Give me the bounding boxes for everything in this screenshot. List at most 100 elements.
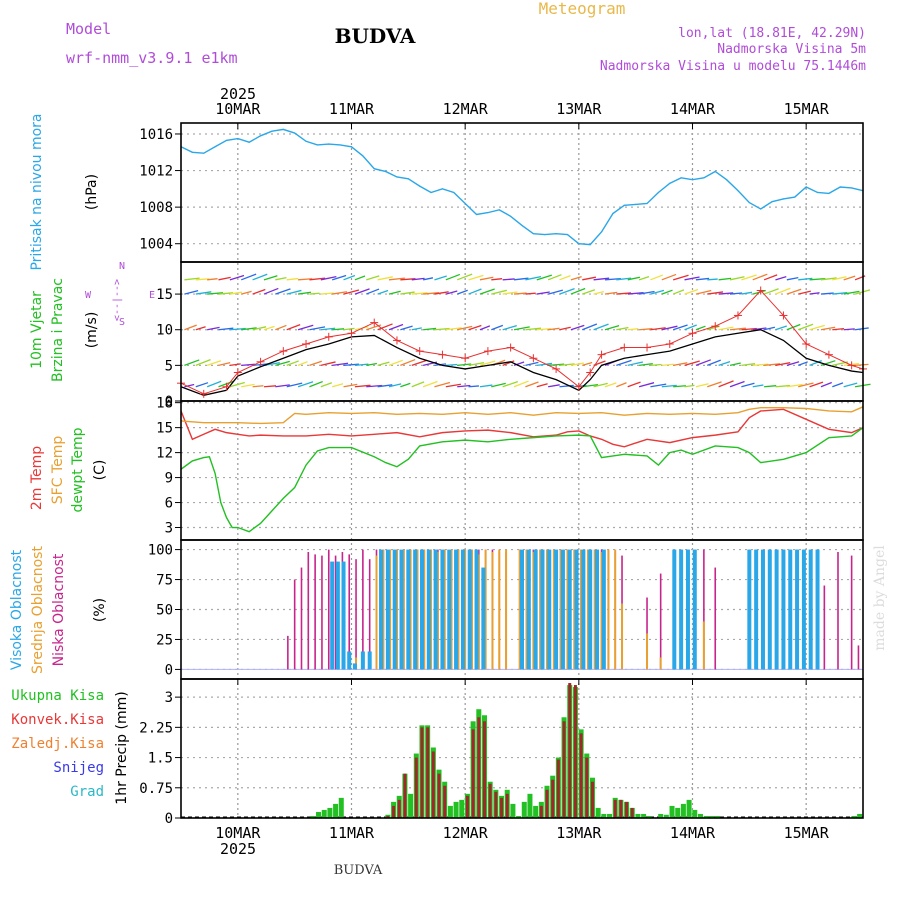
precip-total-bar bbox=[669, 805, 675, 818]
wind-arrow bbox=[695, 289, 712, 295]
wind-arrow bbox=[832, 327, 845, 331]
temp-axis-label-sfc: SFC Temp bbox=[50, 436, 66, 505]
wind-arrow bbox=[354, 275, 366, 281]
wind-arrow bbox=[479, 276, 494, 281]
pressure-point bbox=[657, 191, 660, 194]
wind-arrow bbox=[286, 289, 302, 295]
wind-arrow bbox=[513, 380, 529, 388]
pressure-point bbox=[191, 151, 193, 153]
day-label-top: 11MAR bbox=[329, 100, 375, 118]
wind-arrow bbox=[297, 361, 308, 366]
wind-arrow bbox=[797, 361, 808, 366]
cloud-bar-visoka bbox=[692, 549, 697, 670]
pressure-point bbox=[578, 243, 580, 245]
cloud-bar-srednja bbox=[430, 549, 433, 670]
y-tick-label: 75 bbox=[156, 573, 173, 589]
day-label-bottom: 14MAR bbox=[670, 824, 716, 842]
wind-arrow bbox=[456, 273, 473, 281]
cloud-bar-srednja bbox=[559, 549, 562, 670]
cloud-bar-srednja bbox=[614, 549, 617, 670]
wind-arrow bbox=[570, 287, 586, 295]
wind-arrow bbox=[809, 360, 822, 366]
wind-arrow bbox=[809, 277, 826, 281]
pressure-point bbox=[521, 224, 523, 227]
wind-arrow bbox=[593, 277, 610, 281]
wind-arrow bbox=[366, 288, 380, 295]
pressure-point bbox=[259, 135, 262, 137]
wind-arrow bbox=[252, 288, 266, 295]
cloud-bar-niska bbox=[823, 585, 826, 670]
pressure-point bbox=[441, 188, 444, 190]
wind-arrow bbox=[434, 381, 451, 388]
cloud-bar-srednja bbox=[525, 549, 528, 670]
cloud-bar-niska bbox=[362, 549, 364, 670]
y-tick-label: 0.75 bbox=[139, 781, 173, 797]
cloud-axis-unit: (%) bbox=[92, 598, 108, 622]
pressure-point bbox=[453, 191, 455, 194]
wind-arrow bbox=[627, 381, 641, 388]
temp-axis-label-dewpt: dewpt Temp bbox=[70, 427, 86, 512]
pressure-axis-unit: (hPa) bbox=[84, 174, 100, 210]
wind-arrow bbox=[718, 277, 732, 281]
wind-arrow bbox=[741, 327, 757, 331]
y-tick-label: 1016 bbox=[139, 127, 173, 143]
precip-conv-bar bbox=[420, 727, 424, 818]
y-tick-label: 12 bbox=[156, 446, 173, 462]
wind-arrow bbox=[786, 288, 802, 295]
wind-arrow bbox=[218, 327, 234, 331]
temp-2m-line bbox=[180, 408, 864, 448]
pressure-point bbox=[771, 201, 773, 203]
wind-arrow bbox=[627, 292, 644, 295]
wind-gust-line bbox=[180, 289, 864, 395]
precip-total-bar bbox=[310, 815, 316, 818]
wind-arrow bbox=[672, 274, 689, 281]
wind-arrow bbox=[377, 276, 393, 281]
wind-arrow bbox=[820, 292, 834, 295]
pressure-point bbox=[794, 196, 796, 198]
wind-arrow bbox=[536, 383, 548, 388]
wind-arrow bbox=[491, 278, 503, 281]
wind-speed-line bbox=[180, 329, 864, 396]
pressure-point bbox=[737, 190, 739, 192]
wind-arrow bbox=[218, 276, 231, 281]
cloud-bar-visoka bbox=[440, 549, 445, 670]
precip-conv-bar bbox=[431, 751, 435, 818]
wind-arrow bbox=[639, 328, 653, 331]
wind-arrow bbox=[616, 382, 627, 388]
pressure-point bbox=[510, 215, 512, 217]
wind-arrow bbox=[400, 291, 415, 295]
cloud-bar-srednja bbox=[593, 549, 596, 670]
wind-arrow bbox=[297, 381, 314, 388]
wind-arrow bbox=[559, 363, 575, 367]
pressure-point bbox=[339, 144, 341, 146]
pressure-line bbox=[180, 128, 864, 246]
precip-total-bar bbox=[857, 813, 863, 818]
day-label-top: 15MAR bbox=[784, 100, 830, 118]
cloud-bar-srednja bbox=[546, 549, 549, 670]
wind-arrow bbox=[695, 383, 709, 388]
wind-arrow bbox=[763, 326, 776, 331]
wind-arrow bbox=[309, 292, 320, 295]
wind-arrow bbox=[547, 274, 562, 281]
cloud-axis-label-mid: Srednja Oblacnost bbox=[30, 546, 46, 674]
wind-arrow bbox=[718, 326, 734, 331]
precip-total-bar bbox=[686, 799, 692, 818]
wind-compass-south: S bbox=[119, 317, 125, 328]
precip-legend-item: Zaledj.Kisa bbox=[11, 736, 104, 752]
wind-arrow bbox=[672, 289, 685, 295]
cloud-bar-visoka bbox=[413, 549, 418, 670]
precip-total-bar bbox=[327, 807, 333, 818]
precip-conv-bar bbox=[443, 785, 447, 818]
y-tick-label: 1.5 bbox=[148, 751, 173, 767]
wind-arrow bbox=[388, 277, 405, 281]
pressure-point bbox=[839, 186, 841, 188]
wind-arrow bbox=[479, 325, 491, 331]
precip-conv-bar bbox=[613, 799, 617, 818]
precip-conv-bar bbox=[539, 805, 543, 818]
wind-arrow bbox=[638, 362, 653, 367]
model-altitude: Nadmorska Visina u modelu 75.1446m bbox=[600, 59, 866, 74]
wind-arrow bbox=[525, 292, 536, 295]
wind-arrow bbox=[673, 362, 688, 366]
wind-arrow bbox=[332, 362, 349, 367]
cloud-bar-visoka bbox=[520, 549, 524, 670]
